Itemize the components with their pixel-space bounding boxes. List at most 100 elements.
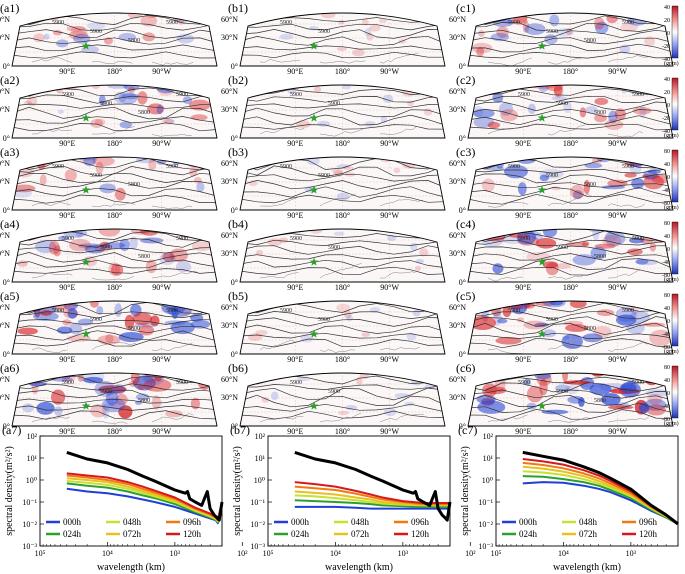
contour-line	[12, 180, 217, 189]
lat-label: 30°N	[449, 249, 466, 258]
contour-line	[240, 324, 445, 334]
lon-label: 90°E	[59, 67, 75, 76]
lon-label: 180°	[563, 67, 578, 76]
lon-label: 90°E	[287, 283, 303, 292]
positive-anomaly	[604, 119, 624, 130]
colorbar-tick: 0	[667, 175, 670, 181]
panel-label: (a6)	[0, 361, 19, 375]
colorbar-tick: 0	[667, 103, 670, 109]
positive-anomaly	[649, 329, 673, 346]
contour-line	[468, 29, 673, 39]
panel-label: (b5)	[228, 289, 248, 303]
negative-anomaly	[555, 384, 571, 392]
contour-line	[12, 268, 217, 274]
contour-label: 5900	[280, 164, 292, 170]
negative-anomaly	[638, 402, 650, 414]
x-tick-label: 10³	[626, 549, 637, 558]
lat-label: 0°	[231, 278, 238, 287]
contour-label: 5900	[546, 29, 558, 35]
lon-label: 90°W	[608, 427, 627, 436]
map-border	[239, 12, 446, 67]
colorbar-tick: 80	[664, 221, 670, 227]
contour-line	[12, 383, 217, 391]
contour-line	[240, 186, 445, 198]
lat-label: 0°	[231, 350, 238, 359]
negative-anomaly	[270, 391, 279, 401]
contour-label: 5900	[62, 380, 74, 386]
colorbar: 80 40 0 -40 -80(gpm)	[662, 221, 679, 283]
positive-anomaly	[64, 169, 77, 182]
panel-label: (c6)	[456, 361, 475, 375]
contour-label: 5900	[518, 236, 530, 242]
lon-label: 90°W	[380, 427, 399, 436]
positive-anomaly	[481, 178, 495, 192]
contour-line	[468, 108, 673, 118]
contour-label: 5800	[128, 38, 140, 44]
panel-label: (b4)	[228, 217, 248, 231]
map-panel: 5900 5900 5800 5900 60°N 30°N 0° 90°E 180° 90°W (c…	[449, 217, 674, 292]
location-star-icon	[81, 113, 91, 122]
positive-anomaly	[415, 265, 421, 271]
contour-label: 5900	[290, 236, 302, 242]
negative-anomaly	[133, 375, 156, 391]
contour-line	[468, 173, 673, 184]
y-tick-label: 10⁻³	[478, 542, 493, 551]
contour-label: 5900	[328, 245, 340, 251]
y-axis-label: spectral density(m²/s²)	[4, 446, 15, 536]
negative-anomaly	[549, 14, 560, 27]
lon-label: 180°	[107, 355, 122, 364]
lon-label: 90°E	[287, 427, 303, 436]
contour-line	[12, 29, 217, 39]
contour-label: 5800	[138, 110, 150, 116]
contour-line	[468, 332, 673, 339]
colorbar-tick: -20	[662, 44, 670, 50]
contour-line	[240, 259, 445, 268]
positive-anomaly	[632, 107, 652, 115]
contour-label: 5900	[100, 101, 112, 107]
positive-anomaly	[256, 301, 263, 307]
colorbar-unit: (gpm)	[664, 60, 679, 67]
y-tick-label: 10⁻¹	[478, 498, 493, 507]
lat-label: 60°N	[0, 231, 10, 240]
negative-anomaly	[473, 105, 484, 118]
negative-anomaly	[179, 85, 191, 92]
contour-line	[468, 337, 673, 349]
contour-label: 5900	[166, 308, 178, 314]
map-panel: 5900 5900 5800 5900 60°N 30°N 0° 90°E 180° 90°W (a…	[0, 217, 218, 292]
negative-anomaly	[542, 229, 558, 238]
positive-anomaly	[643, 173, 650, 179]
contour-line	[240, 180, 445, 190]
contour-label: 5900	[100, 389, 112, 395]
colorbar-tick: 20	[664, 18, 670, 24]
lon-label: 90°W	[380, 211, 399, 220]
x-tick-label: 10²	[237, 549, 248, 558]
contour-label: 5900	[556, 101, 568, 107]
y-tick-label: 10²	[483, 432, 494, 441]
negative-anomaly	[43, 33, 50, 40]
y-tick-label: 10²	[255, 432, 266, 441]
colorbar: 80 40 0 -40 -80(gpm)	[662, 365, 679, 427]
negative-anomaly	[604, 231, 620, 242]
negative-anomaly	[468, 305, 494, 311]
panel-label: (a3)	[0, 145, 19, 159]
contour-label: 5900	[290, 92, 302, 98]
contour-label: 5900	[508, 20, 520, 26]
lat-label: 30°N	[449, 105, 466, 114]
legend-label: 120h	[639, 529, 658, 539]
contour-label: 5900	[52, 20, 64, 26]
x-tick-label: 10⁵	[263, 549, 274, 558]
contour-line	[240, 317, 445, 327]
positive-anomaly	[522, 20, 530, 33]
lat-label: 30°N	[449, 33, 466, 42]
contour-line	[240, 164, 445, 177]
lat-label: 60°N	[221, 159, 238, 168]
lat-label: 30°N	[221, 33, 238, 42]
contour-line	[12, 157, 217, 171]
negative-anomaly	[528, 103, 536, 115]
lon-label: 90°E	[59, 283, 75, 292]
negative-anomaly	[182, 96, 193, 105]
contour-line	[240, 29, 445, 39]
legend-label: 120h	[411, 529, 430, 539]
positive-anomaly	[261, 397, 270, 403]
